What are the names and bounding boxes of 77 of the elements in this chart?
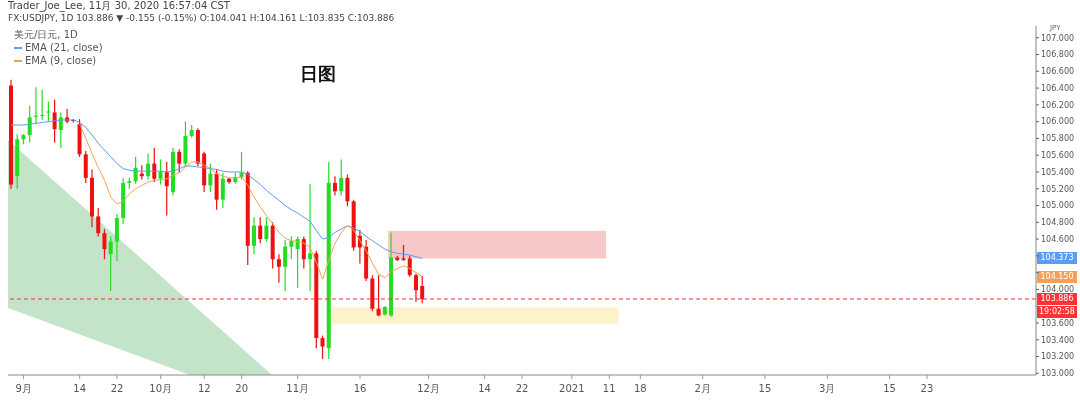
legend-label: EMA (9, close) [25,54,97,67]
x-tick-label: 12月 [417,383,440,394]
x-tick-label: 3月 [819,383,836,394]
x-tick-label: 9月 [15,383,32,394]
candlestick [40,89,45,121]
y-tick-label: 103.400 [1041,335,1075,345]
candlestick [33,86,38,124]
x-tick-label: 20 [235,383,248,394]
candlestick [339,158,344,197]
candlestick [52,99,57,144]
candlestick [345,173,350,207]
text: FX:USDJPY, 1D 103.886 ▼ -0.155 (-0.15%) O:104.041 H:104.161 L:103.835 C:103.886 [8,13,395,24]
y-tick-label: 106.800 [1041,50,1075,60]
y-tick-label: 105.200 [1041,184,1075,194]
y-tick-label: 106.200 [1041,100,1075,110]
x-tick-label: 2021 [559,383,585,394]
candlestick [108,235,113,292]
x-tick-label: 22 [515,383,529,394]
candlestick [332,175,337,197]
candlestick [251,216,256,255]
text: 日图 [300,62,336,86]
candlestick [114,213,119,262]
candlestick [276,253,281,284]
candlestick [27,105,32,144]
y-tick-label: 103.600 [1041,318,1075,328]
y-tick-label: 104.800 [1041,218,1075,228]
candlestick [258,216,263,244]
y-tick-label: 103.000 [1041,369,1075,379]
y-tick-label: 103.200 [1041,352,1075,362]
candlestick [208,162,213,193]
candlestick [308,183,313,292]
legend-title: 美元/日元, 1D [14,28,79,41]
x-tick-label: 10月 [149,383,173,394]
candlestick [283,239,288,292]
candlestick [158,158,163,186]
x-tick-label: 2月 [694,383,711,394]
y-tick-label: 105.400 [1041,167,1075,177]
candlestick [289,235,294,260]
x-tick-label: 11 [602,383,616,394]
candlestick [83,150,88,184]
candlestick [407,255,412,278]
x-tick-label: 15 [758,383,772,394]
x-tick-label: 18 [634,383,647,394]
y-tick-label: 104.600 [1041,234,1075,244]
price-tag: 103.886 19:02:58 [1037,293,1077,318]
candlestick [420,275,425,304]
ref-line-label: 103.886 [1037,292,1077,305]
x-tick-label: 12 [197,383,211,394]
candlestick [301,235,306,270]
y-tick-label: 107.000 [1041,33,1075,43]
x-tick-label: 11月 [286,383,310,394]
candlestick [264,216,269,243]
x-tick-label: 15 [883,383,896,394]
candlestick [320,334,325,360]
y-tick-label: 104.000 [1041,285,1075,295]
candlestick [46,100,51,123]
candlestick [177,148,182,174]
y-tick-label: 106.000 [1041,117,1075,127]
y-tick-label: 105.800 [1041,134,1075,144]
legend-label: EMA (21, close) [25,41,103,54]
x-tick-label: 14 [73,383,87,394]
y-tick-label: 105.000 [1041,201,1075,211]
candlestick [413,272,418,303]
y-tick-label: 106.400 [1041,83,1075,93]
x-tick-label: 22 [110,383,124,394]
price-tag: 104.150 [1037,270,1077,283]
x-tick-label: 14 [478,383,491,394]
y-tick-label: 105.600 [1041,151,1075,161]
price-tag: 104.373 [1037,252,1077,265]
x-tick-label: 23 [920,383,934,394]
y-tick-label: 106.600 [1041,67,1075,77]
text: Trader_Joe_Lee, 11月 30, 2020 16:57:04 CST [8,0,230,12]
candlestick [102,228,107,260]
line-series [79,123,423,280]
candlestick [220,172,225,209]
candlestick [96,207,101,238]
x-tick-label: 16 [353,383,367,394]
